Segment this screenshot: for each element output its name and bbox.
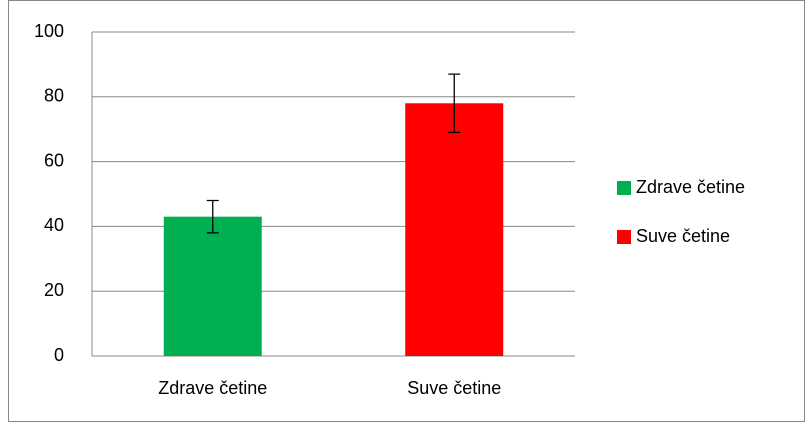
y-tick-label: 60 <box>44 150 64 170</box>
bar <box>405 103 504 356</box>
bar <box>163 216 262 356</box>
legend-swatch <box>617 230 631 244</box>
y-tick-label: 0 <box>54 345 64 365</box>
legend-label: Zdrave četine <box>636 177 745 197</box>
y-tick-label: 80 <box>44 86 64 106</box>
error-bar <box>206 199 219 234</box>
legend-swatch <box>617 181 631 195</box>
error-bar <box>448 73 461 134</box>
x-tick-label: Suve četine <box>407 378 501 398</box>
y-tick-label: 100 <box>34 21 64 41</box>
y-tick-label: 40 <box>44 215 64 235</box>
legend-label: Suve četine <box>636 226 730 246</box>
y-tick-label: 20 <box>44 280 64 300</box>
x-tick-label: Zdrave četine <box>158 378 267 398</box>
